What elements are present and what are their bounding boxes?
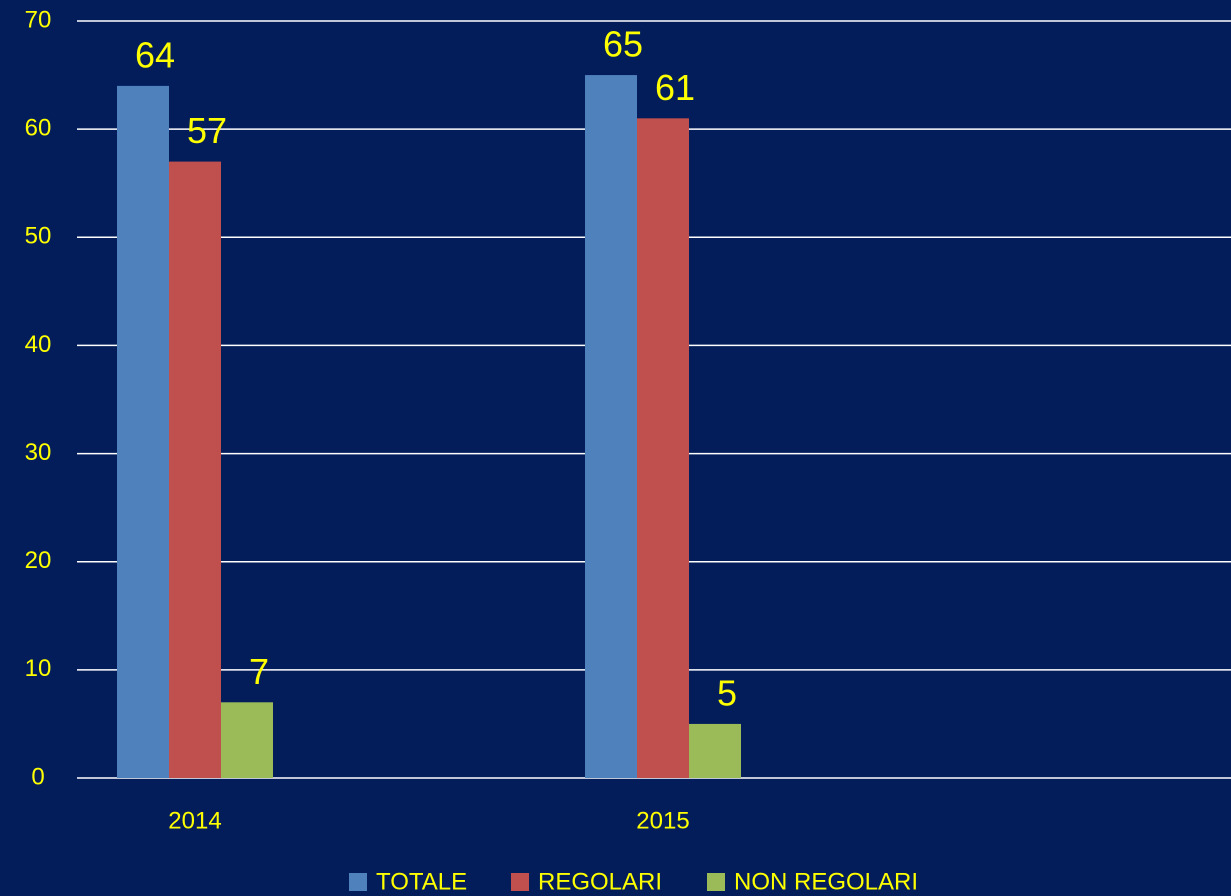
data-label: 64 [135,34,175,75]
data-label: 5 [717,672,737,713]
data-label: 7 [249,651,269,692]
y-tick-label: 50 [25,223,52,250]
x-tick-label: 2015 [636,807,689,834]
data-label: 61 [655,67,695,108]
legend-label: NON REGOLARI [734,868,918,895]
y-tick-label: 20 [25,547,52,574]
legend-label: REGOLARI [538,868,662,895]
x-tick-label: 2014 [168,807,221,834]
legend-swatch [707,873,725,891]
legend-swatch [349,873,367,891]
y-tick-label: 0 [31,763,44,790]
bar [169,161,221,779]
bar [117,85,169,778]
y-tick-label: 30 [25,439,52,466]
bar [585,75,637,779]
y-tick-label: 60 [25,114,52,141]
bar [689,723,741,778]
y-tick-label: 70 [25,6,52,33]
y-tick-label: 40 [25,331,52,358]
bar [221,702,273,778]
bar [637,118,689,779]
y-tick-label: 10 [25,655,52,682]
legend-label: TOTALE [376,868,467,895]
legend-swatch [511,873,529,891]
data-label: 57 [187,110,227,151]
data-label: 65 [603,24,643,65]
